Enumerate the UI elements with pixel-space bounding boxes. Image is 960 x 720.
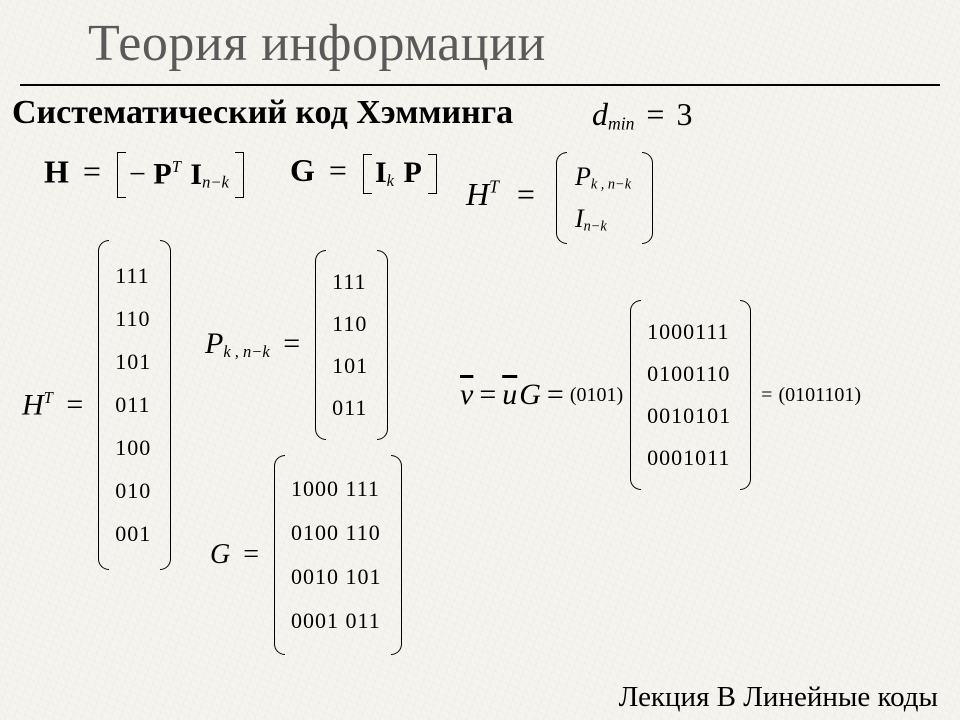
- Gm-row: 0010 101: [291, 563, 382, 591]
- HTm-row: 111: [115, 262, 149, 290]
- dmin-equals: =: [642, 96, 668, 132]
- H-Tsup: T: [172, 157, 181, 176]
- vug-u: u: [502, 378, 517, 412]
- H-I: I: [188, 158, 202, 191]
- Gm-G: G: [210, 539, 230, 570]
- footer: Лекция В Линейные коды: [619, 681, 938, 714]
- vug-G: G: [517, 378, 541, 412]
- G-bracket: Ik P: [361, 154, 436, 194]
- HTm-H: H: [22, 388, 44, 421]
- vug-input: (0101): [570, 384, 623, 407]
- d-sym: d: [592, 96, 608, 132]
- vug-Grow: 1000111: [647, 318, 729, 346]
- G-I: I: [375, 156, 387, 189]
- HTm-row: 010: [115, 477, 151, 505]
- Gm-row: 0001 011: [291, 607, 381, 635]
- HT-Isub: n−k: [584, 218, 607, 234]
- G-eq: =: [323, 152, 353, 188]
- G-definition: G = Ik P: [290, 152, 436, 194]
- H-definition: H = − PT In−k: [44, 152, 243, 198]
- H-P: P: [153, 158, 171, 191]
- Pm-sub: k , n−k: [223, 343, 269, 362]
- HT-paren: Pk , n−k In−k: [553, 150, 653, 245]
- vug-equation: v = u G = (0101) 1000111 0100110 0010101…: [460, 300, 861, 490]
- H-minus: −: [129, 158, 146, 191]
- Gm-eq: =: [237, 539, 265, 570]
- Pm-P: P: [205, 327, 223, 360]
- HTm-row: 011: [115, 391, 150, 419]
- HT-matrix: HT = 111 110 101 011 100 010 001: [22, 240, 171, 570]
- Gm-row: 0100 110: [291, 519, 381, 547]
- page-title: Теория информации: [88, 14, 546, 73]
- dmin-eq: dmin = 3: [592, 96, 692, 134]
- HT-H: H: [466, 176, 489, 212]
- subtitle: Систематический код Хэмминга: [12, 94, 513, 132]
- G-matrix: G = 1000 111 0100 110 0010 101 0001 011: [210, 455, 402, 655]
- vug-result: (0101101): [778, 384, 861, 407]
- Pm-row: 110: [332, 310, 367, 338]
- dmin-val: 3: [676, 96, 692, 132]
- HTm-row: 100: [115, 434, 151, 462]
- Pm-row: 111: [332, 268, 366, 296]
- H-eq: =: [77, 153, 107, 189]
- HT-definition: HT = Pk , n−k In−k: [466, 150, 653, 245]
- H-Isub: n−k: [202, 173, 229, 192]
- HTm-row: 001: [115, 520, 151, 548]
- Pm-eq: =: [277, 327, 306, 360]
- Pm-row: 101: [332, 352, 368, 380]
- vug-Grow: 0001011: [647, 444, 730, 472]
- HT-eq: =: [507, 176, 545, 212]
- HTm-eq: =: [60, 388, 89, 421]
- vug-Grow: 0100110: [647, 360, 730, 388]
- P-matrix: Pk , n−k = 111 110 101 011: [205, 250, 388, 440]
- vug-eq1: =: [473, 378, 502, 412]
- HT-Tsup: T: [489, 177, 499, 197]
- HTm-T: T: [44, 388, 53, 407]
- G-sym: G: [290, 152, 315, 188]
- vug-v: v: [460, 378, 473, 412]
- G-Isub: k: [387, 171, 394, 190]
- d-sub: min: [608, 113, 634, 133]
- title-underline: [20, 80, 940, 86]
- H-sym: H: [44, 153, 69, 189]
- HT-I: I: [575, 204, 584, 233]
- vug-eq3: =: [755, 384, 778, 407]
- HT-Psub: k , n−k: [591, 177, 631, 193]
- HTm-row: 101: [115, 348, 151, 376]
- vug-Grow: 0010101: [647, 402, 731, 430]
- H-bracket: − PT In−k: [115, 152, 243, 198]
- Pm-row: 011: [332, 394, 367, 422]
- G-P: P: [401, 156, 421, 189]
- HTm-row: 110: [115, 305, 150, 333]
- vug-eq2: =: [541, 378, 570, 412]
- Gm-row: 1000 111: [291, 475, 380, 503]
- HT-P: P: [575, 162, 591, 191]
